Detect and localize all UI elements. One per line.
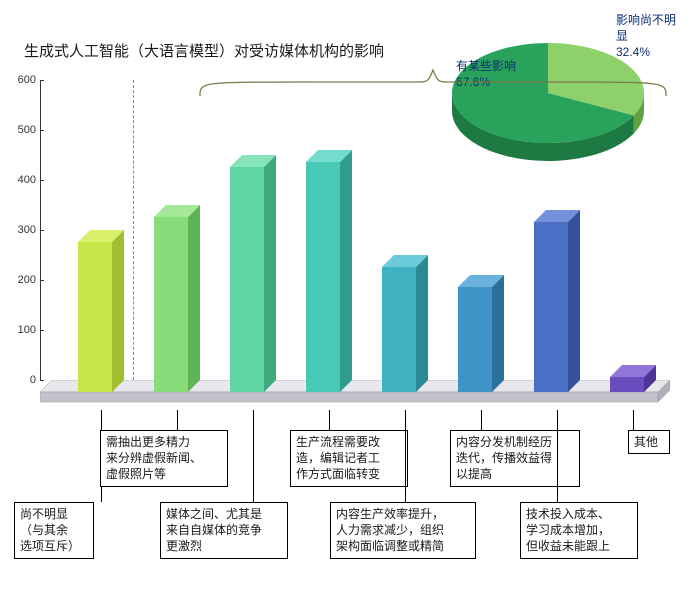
leader-line — [177, 410, 178, 430]
leader-line — [329, 410, 330, 430]
y-tick: 200 — [18, 274, 36, 286]
pie-label-1-name: 有某些影响 — [456, 59, 516, 73]
y-tick: 300 — [18, 224, 36, 236]
pie-label-0: 影响尚不明显 32.4% — [616, 12, 678, 61]
category-label-2: 媒体之间、尤其是 来自自媒体的竞争 更激烈 — [160, 502, 288, 559]
pie-label-0-pct: 32.4% — [616, 45, 650, 59]
pie-label-0-name: 影响尚不明显 — [616, 13, 676, 43]
leader-line — [253, 410, 254, 502]
y-tick: 500 — [18, 124, 36, 136]
category-label-3: 生产流程需要改 造，编辑记者工 作方式面临转变 — [290, 430, 408, 487]
category-label-7: 其他 — [628, 430, 670, 454]
leader-line — [633, 410, 634, 430]
category-label-0: 尚不明显 （与其余 选项互斥） — [14, 502, 94, 559]
divider-line — [133, 80, 134, 380]
plot-area — [40, 80, 670, 380]
y-tick: 0 — [30, 374, 36, 386]
chart-title: 生成式人工智能（大语言模型）对受访媒体机构的影响 — [24, 40, 384, 61]
category-label-1: 需抽出更多精力 来分辨虚假新闻、 虚假照片等 — [100, 430, 228, 487]
category-label-5: 内容分发机制经历 迭代，传播效益得 以提高 — [450, 430, 580, 487]
y-axis: 0100200300400500600 — [0, 80, 40, 380]
y-tick: 400 — [18, 174, 36, 186]
y-tick: 100 — [18, 324, 36, 336]
bar-chart: 0100200300400500600 — [0, 80, 692, 420]
leader-line — [405, 410, 406, 502]
leader-line — [481, 410, 482, 430]
leader-line — [557, 410, 558, 502]
category-label-4: 内容生产效率提升， 人力需求减少，组织 架构面临调整或精简 — [330, 502, 476, 559]
category-labels: 尚不明显 （与其余 选项互斥）需抽出更多精力 来分辨虚假新闻、 虚假照片等媒体之… — [0, 410, 692, 590]
y-tick: 600 — [18, 74, 36, 86]
category-label-6: 技术投入成本、 学习成本增加， 但收益未能跟上 — [520, 502, 638, 559]
